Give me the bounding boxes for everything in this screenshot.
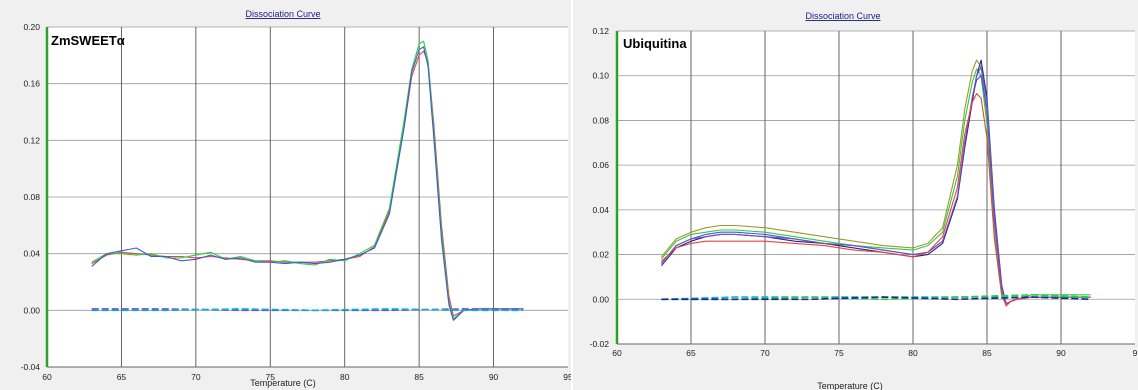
x-tick-label: 90	[1056, 348, 1066, 358]
chart-ubiquitina-svg: -0.02 0.00 0.02 0.04 0.06 0.08 0.10 0.12 60 65 70 7…	[590, 11, 1138, 390]
series-line-5	[91, 308, 524, 312]
series-line-3	[91, 46, 524, 321]
series-line-2	[91, 40, 524, 320]
x-tick-label: 60	[42, 372, 52, 382]
x-tick-label: 95	[563, 372, 573, 382]
x-tick-label: 85	[414, 372, 424, 382]
panel-divider	[571, 0, 573, 390]
chart-panel-zmsweet: -0.04 0.00 0.04 0.08 0.12 0.16 0.20 60 65 70 75 80 8…	[0, 0, 573, 390]
y-tick-label: 0.02	[592, 250, 609, 260]
x-tick-label: 70	[191, 372, 201, 382]
y-tick-label: 0.04	[23, 249, 40, 259]
x-tick-label: 65	[686, 348, 696, 358]
y-tick-label: 0.06	[592, 160, 609, 170]
y-tick-label: 0.00	[23, 305, 40, 315]
y-tick-label: 0.08	[23, 192, 40, 202]
y-tick-label: 0.10	[592, 71, 609, 81]
chart-panel-ubiquitina: -0.02 0.00 0.02 0.04 0.06 0.08 0.10 0.12 60 65 70 7…	[573, 0, 1138, 390]
x-tick-label: 70	[760, 348, 770, 358]
x-tick-label: 85	[982, 348, 992, 358]
chart-title: Dissociation Curve	[245, 9, 320, 19]
x-tick-label: 9	[1133, 348, 1138, 358]
y-tick-label: 0.20	[23, 22, 40, 32]
chart-zmsweet-svg: -0.04 0.00 0.04 0.08 0.12 0.16 0.20 60 65 70 75 80 8…	[21, 9, 573, 388]
gene-annotation: ZmSWEETα	[51, 33, 125, 48]
y-tick-label: 0.12	[592, 26, 609, 36]
x-axis-label: Temperature (C)	[250, 378, 316, 388]
x-tick-label: 65	[117, 372, 127, 382]
y-tick-label: 0.12	[23, 135, 40, 145]
series-line-9	[661, 296, 1091, 301]
x-tick-label: 80	[908, 348, 918, 358]
y-tick-label: 0.16	[23, 79, 40, 89]
y-tick-label: 0.08	[592, 115, 609, 125]
x-tick-label: 90	[489, 372, 499, 382]
y-tick-label: 0.00	[592, 294, 609, 304]
gene-annotation: Ubiquitina	[623, 36, 687, 51]
plot-area	[617, 31, 1135, 344]
x-tick-label: 60	[612, 348, 622, 358]
chart-title: Dissociation Curve	[805, 11, 880, 21]
y-tick-label: -0.02	[590, 339, 610, 349]
x-tick-label: 75	[266, 372, 276, 382]
y-tick-label: 0.04	[592, 205, 609, 215]
y-tick-label: -0.04	[21, 362, 41, 372]
series-line-6	[661, 93, 1091, 307]
x-axis-label: Temperature (C)	[817, 381, 883, 390]
x-tick-label: 75	[834, 348, 844, 358]
x-tick-label: 80	[340, 372, 350, 382]
